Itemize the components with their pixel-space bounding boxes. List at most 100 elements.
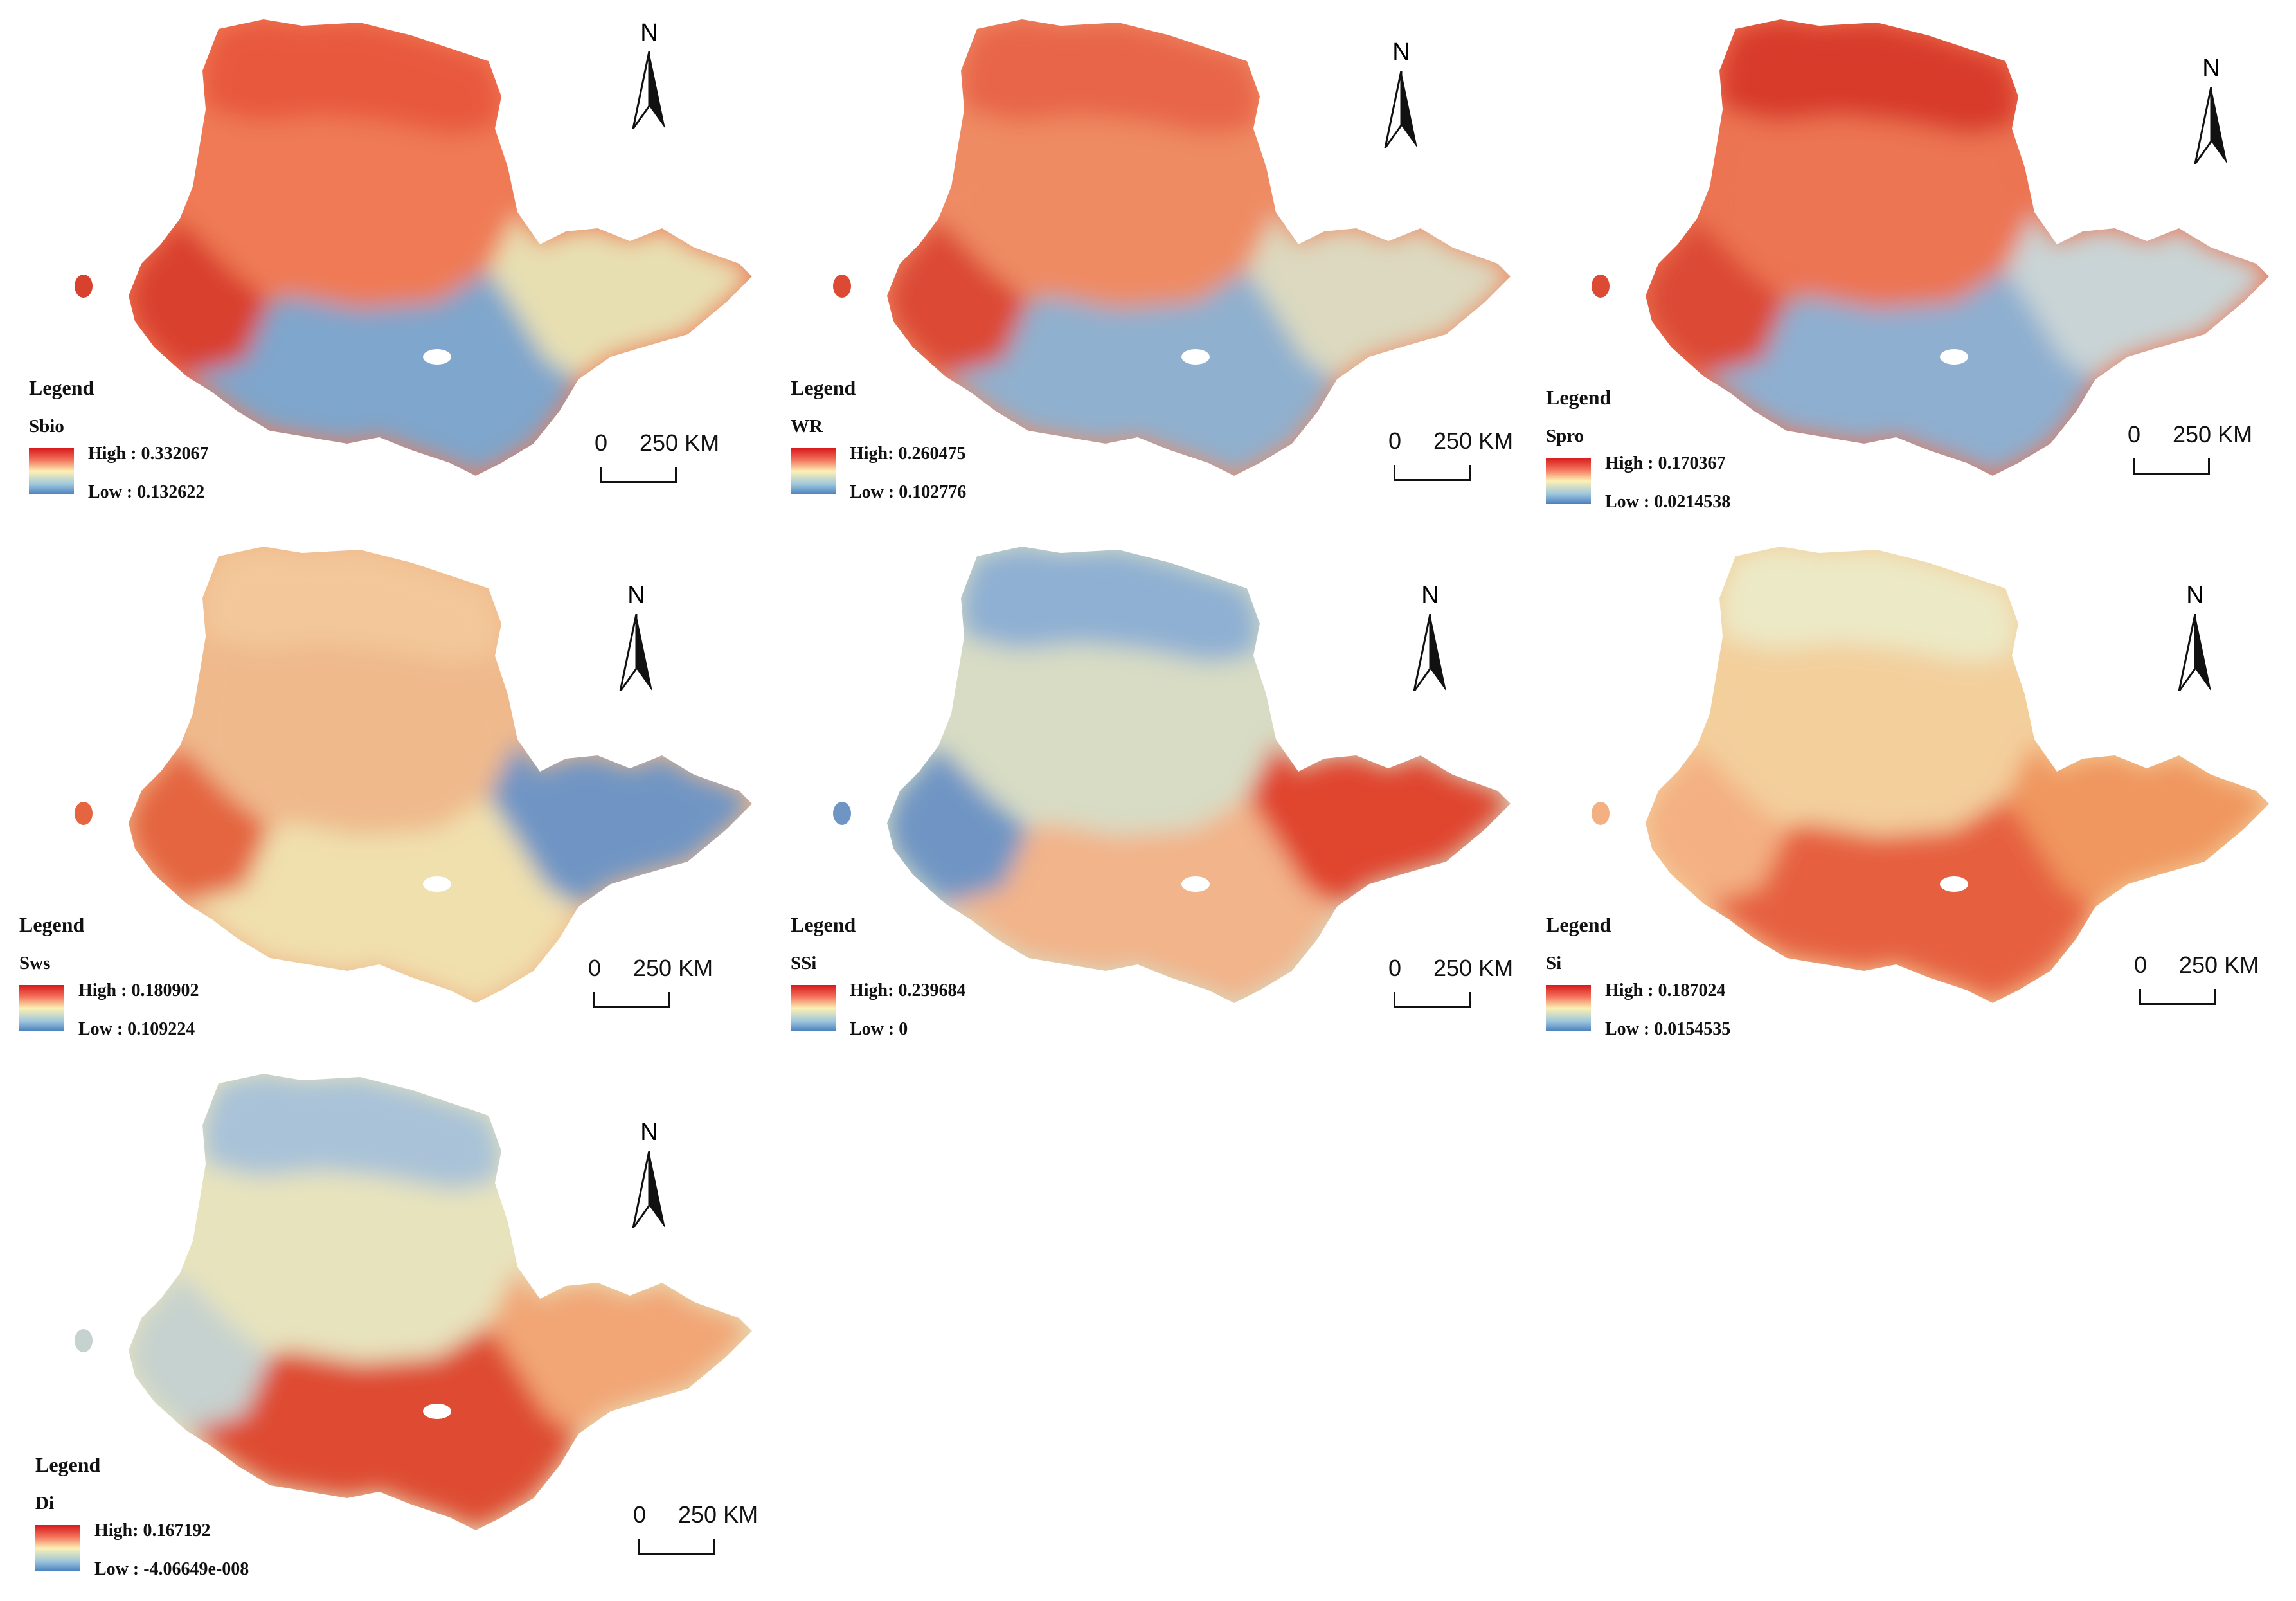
legend-color-ramp	[29, 448, 74, 494]
scale-zero: 0	[2134, 952, 2148, 978]
map-zone-east	[489, 1267, 752, 1434]
scale-zero: 0	[1388, 428, 1402, 454]
map-island	[833, 802, 851, 825]
map-zone-south	[186, 270, 578, 476]
map-panel-sws: N Legend Sws High : 0.180902 Low : 0.109…	[0, 527, 758, 1054]
map-zone-east	[1247, 739, 1511, 907]
legend-title: Legend	[1546, 386, 1611, 409]
region-map	[75, 1074, 752, 1530]
map-legend: Legend Sws High : 0.180902 Low : 0.10922…	[19, 913, 354, 1061]
scale-distance: 250 KM	[640, 430, 720, 456]
map-legend: Legend WR High: 0.260475 Low : 0.102776	[791, 376, 1125, 524]
north-arrow: N	[2189, 55, 2234, 183]
legend-low-value: Low : 0.0154535	[1605, 1019, 1731, 1039]
map-zone-north	[1719, 19, 2018, 135]
map-zone-center	[951, 109, 1276, 309]
scale-bar: 0 250 KM	[633, 1501, 800, 1566]
north-arrow-icon	[1413, 614, 1446, 691]
map-zone-east	[2005, 739, 2269, 907]
north-label: N	[640, 19, 658, 46]
map-zone-west	[129, 219, 270, 376]
legend-variable: Sws	[19, 953, 51, 973]
scale-distance: 250 KM	[678, 1501, 758, 1528]
legend-low-value: Low : 0.132622	[88, 482, 205, 502]
north-arrow: N	[1379, 39, 1424, 167]
legend-low-value: Low : 0.102776	[850, 482, 967, 502]
legend-color-ramp	[19, 985, 64, 1031]
north-arrow: N	[627, 1119, 672, 1247]
north-label: N	[1392, 39, 1410, 66]
map-zone-center	[193, 1164, 517, 1363]
scale-distance: 250 KM	[633, 955, 713, 981]
scale-bar: 0 250 KM	[588, 955, 755, 1019]
legend-high-value: High: 0.167192	[94, 1521, 211, 1541]
legend-high-value: High: 0.260475	[850, 444, 966, 464]
map-island	[75, 1329, 93, 1352]
map-island	[75, 802, 93, 825]
legend-variable: WR	[791, 416, 823, 437]
legend-low-value: Low : 0	[850, 1019, 908, 1039]
map-panel-ssi: N Legend SSi High: 0.239684 Low : 0 0 25…	[758, 527, 1517, 1054]
north-arrow: N	[2173, 582, 2218, 710]
region-map	[833, 19, 1511, 476]
map-zone-center	[951, 637, 1276, 836]
map-panel-si: N Legend Si High : 0.187024 Low : 0.0154…	[1517, 527, 2275, 1054]
map-raster	[1646, 19, 2269, 476]
map-zone-west	[1646, 219, 1787, 376]
lake-cutout	[1940, 349, 1968, 365]
map-panel-spro: N Legend Spro High : 0.170367 Low : 0.02…	[1517, 0, 2275, 527]
map-zone-west	[129, 1273, 270, 1431]
legend-low-value: Low : -4.06649e-008	[94, 1559, 249, 1579]
legend-title: Legend	[19, 913, 85, 936]
legend-variable: Sbio	[29, 416, 64, 437]
north-label: N	[640, 1119, 658, 1146]
north-arrow-icon	[2178, 614, 2211, 691]
north-label: N	[1421, 582, 1439, 609]
north-arrow-icon	[632, 1151, 665, 1228]
lake-cutout	[423, 349, 451, 365]
north-arrow: N	[627, 19, 672, 148]
legend-color-ramp	[1546, 985, 1591, 1031]
scale-zero: 0	[2128, 421, 2141, 448]
map-zone-south	[186, 797, 578, 1003]
scale-distance: 250 KM	[1433, 428, 1514, 454]
map-panel-sbio: N Legend Sbio High : 0.332067 Low : 0.13…	[0, 0, 758, 527]
region-map	[75, 19, 752, 476]
map-legend: Legend Si High : 0.187024 Low : 0.015453…	[1546, 913, 1880, 1061]
map-zone-south	[945, 797, 1337, 1003]
north-label: N	[2186, 582, 2204, 609]
lake-cutout	[423, 1404, 451, 1419]
scale-line	[1394, 992, 1471, 1008]
map-zone-east	[489, 739, 752, 907]
map-zone-east	[489, 212, 752, 379]
map-zone-south	[1703, 270, 2095, 476]
legend-color-ramp	[1546, 458, 1591, 504]
map-panel-di: N Legend Di High: 0.167192 Low : -4.0664…	[0, 1054, 758, 1582]
scale-bar: 0 250 KM	[595, 430, 762, 494]
map-legend: Legend Sbio High : 0.332067 Low : 0.1326…	[29, 376, 363, 524]
map-legend: Legend Di High: 0.167192 Low : -4.06649e…	[35, 1453, 370, 1601]
scale-line	[2133, 458, 2210, 475]
region-map	[1592, 547, 2269, 1003]
map-zone-north	[202, 547, 501, 662]
map-zone-north	[202, 19, 501, 135]
lake-cutout	[1181, 349, 1210, 365]
north-arrow: N	[614, 582, 659, 710]
scale-zero: 0	[595, 430, 608, 456]
scale-bar: 0 250 KM	[2128, 421, 2295, 485]
map-zone-center	[193, 109, 517, 309]
map-raster	[129, 19, 752, 476]
map-zone-west	[1646, 746, 1787, 903]
scale-line	[600, 467, 677, 483]
legend-variable: Si	[1546, 953, 1562, 973]
legend-title: Legend	[1546, 913, 1611, 936]
map-zone-center	[1710, 637, 2034, 836]
map-raster	[887, 19, 1511, 476]
map-zone-north	[1719, 547, 2018, 662]
lake-cutout	[1181, 876, 1210, 892]
scale-zero: 0	[1388, 955, 1402, 981]
legend-variable: SSi	[791, 953, 817, 973]
north-label: N	[2202, 55, 2220, 82]
region-map	[75, 547, 752, 1003]
map-zone-south	[945, 270, 1337, 476]
